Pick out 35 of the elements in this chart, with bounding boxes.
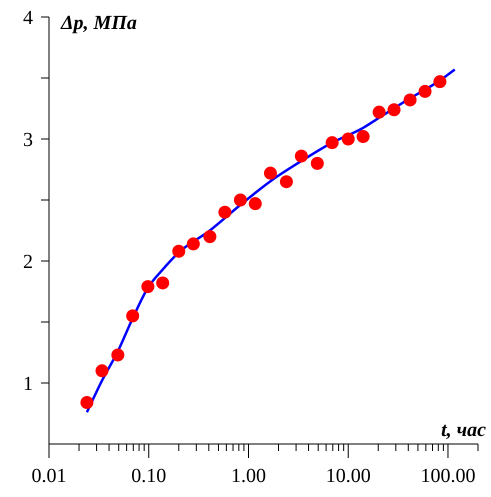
point (388, 103, 401, 116)
point (234, 194, 247, 206)
x-tick-label: 100.00 (420, 465, 476, 487)
x-tick-label: 0.01 (32, 465, 66, 487)
point (96, 364, 109, 378)
y-tick-label: 4 (23, 7, 33, 29)
point (418, 84, 432, 98)
point (326, 136, 339, 150)
point (310, 156, 324, 170)
point (404, 93, 417, 106)
point (156, 276, 170, 290)
point (80, 396, 94, 410)
point (264, 166, 277, 180)
y-axis-title: Δp, МПа (60, 12, 137, 34)
y-tick-label: 3 (23, 129, 33, 151)
x-tick-label: 0.10 (131, 465, 166, 487)
point (218, 206, 232, 219)
y-tick-label: 1 (23, 373, 33, 395)
point (203, 230, 216, 244)
point (372, 106, 386, 119)
point (126, 309, 140, 322)
point (186, 237, 200, 250)
x-tick-label: 10.00 (326, 465, 371, 487)
point (248, 197, 262, 210)
x-axis-title: t, час (441, 419, 486, 441)
point (172, 244, 186, 258)
point (111, 348, 124, 362)
point (280, 175, 293, 188)
point (294, 150, 308, 163)
point (342, 132, 355, 146)
point (433, 75, 446, 88)
point (141, 280, 154, 294)
point (356, 130, 370, 144)
y-tick-label: 2 (23, 251, 33, 273)
x-tick-label: 1.00 (230, 465, 266, 487)
